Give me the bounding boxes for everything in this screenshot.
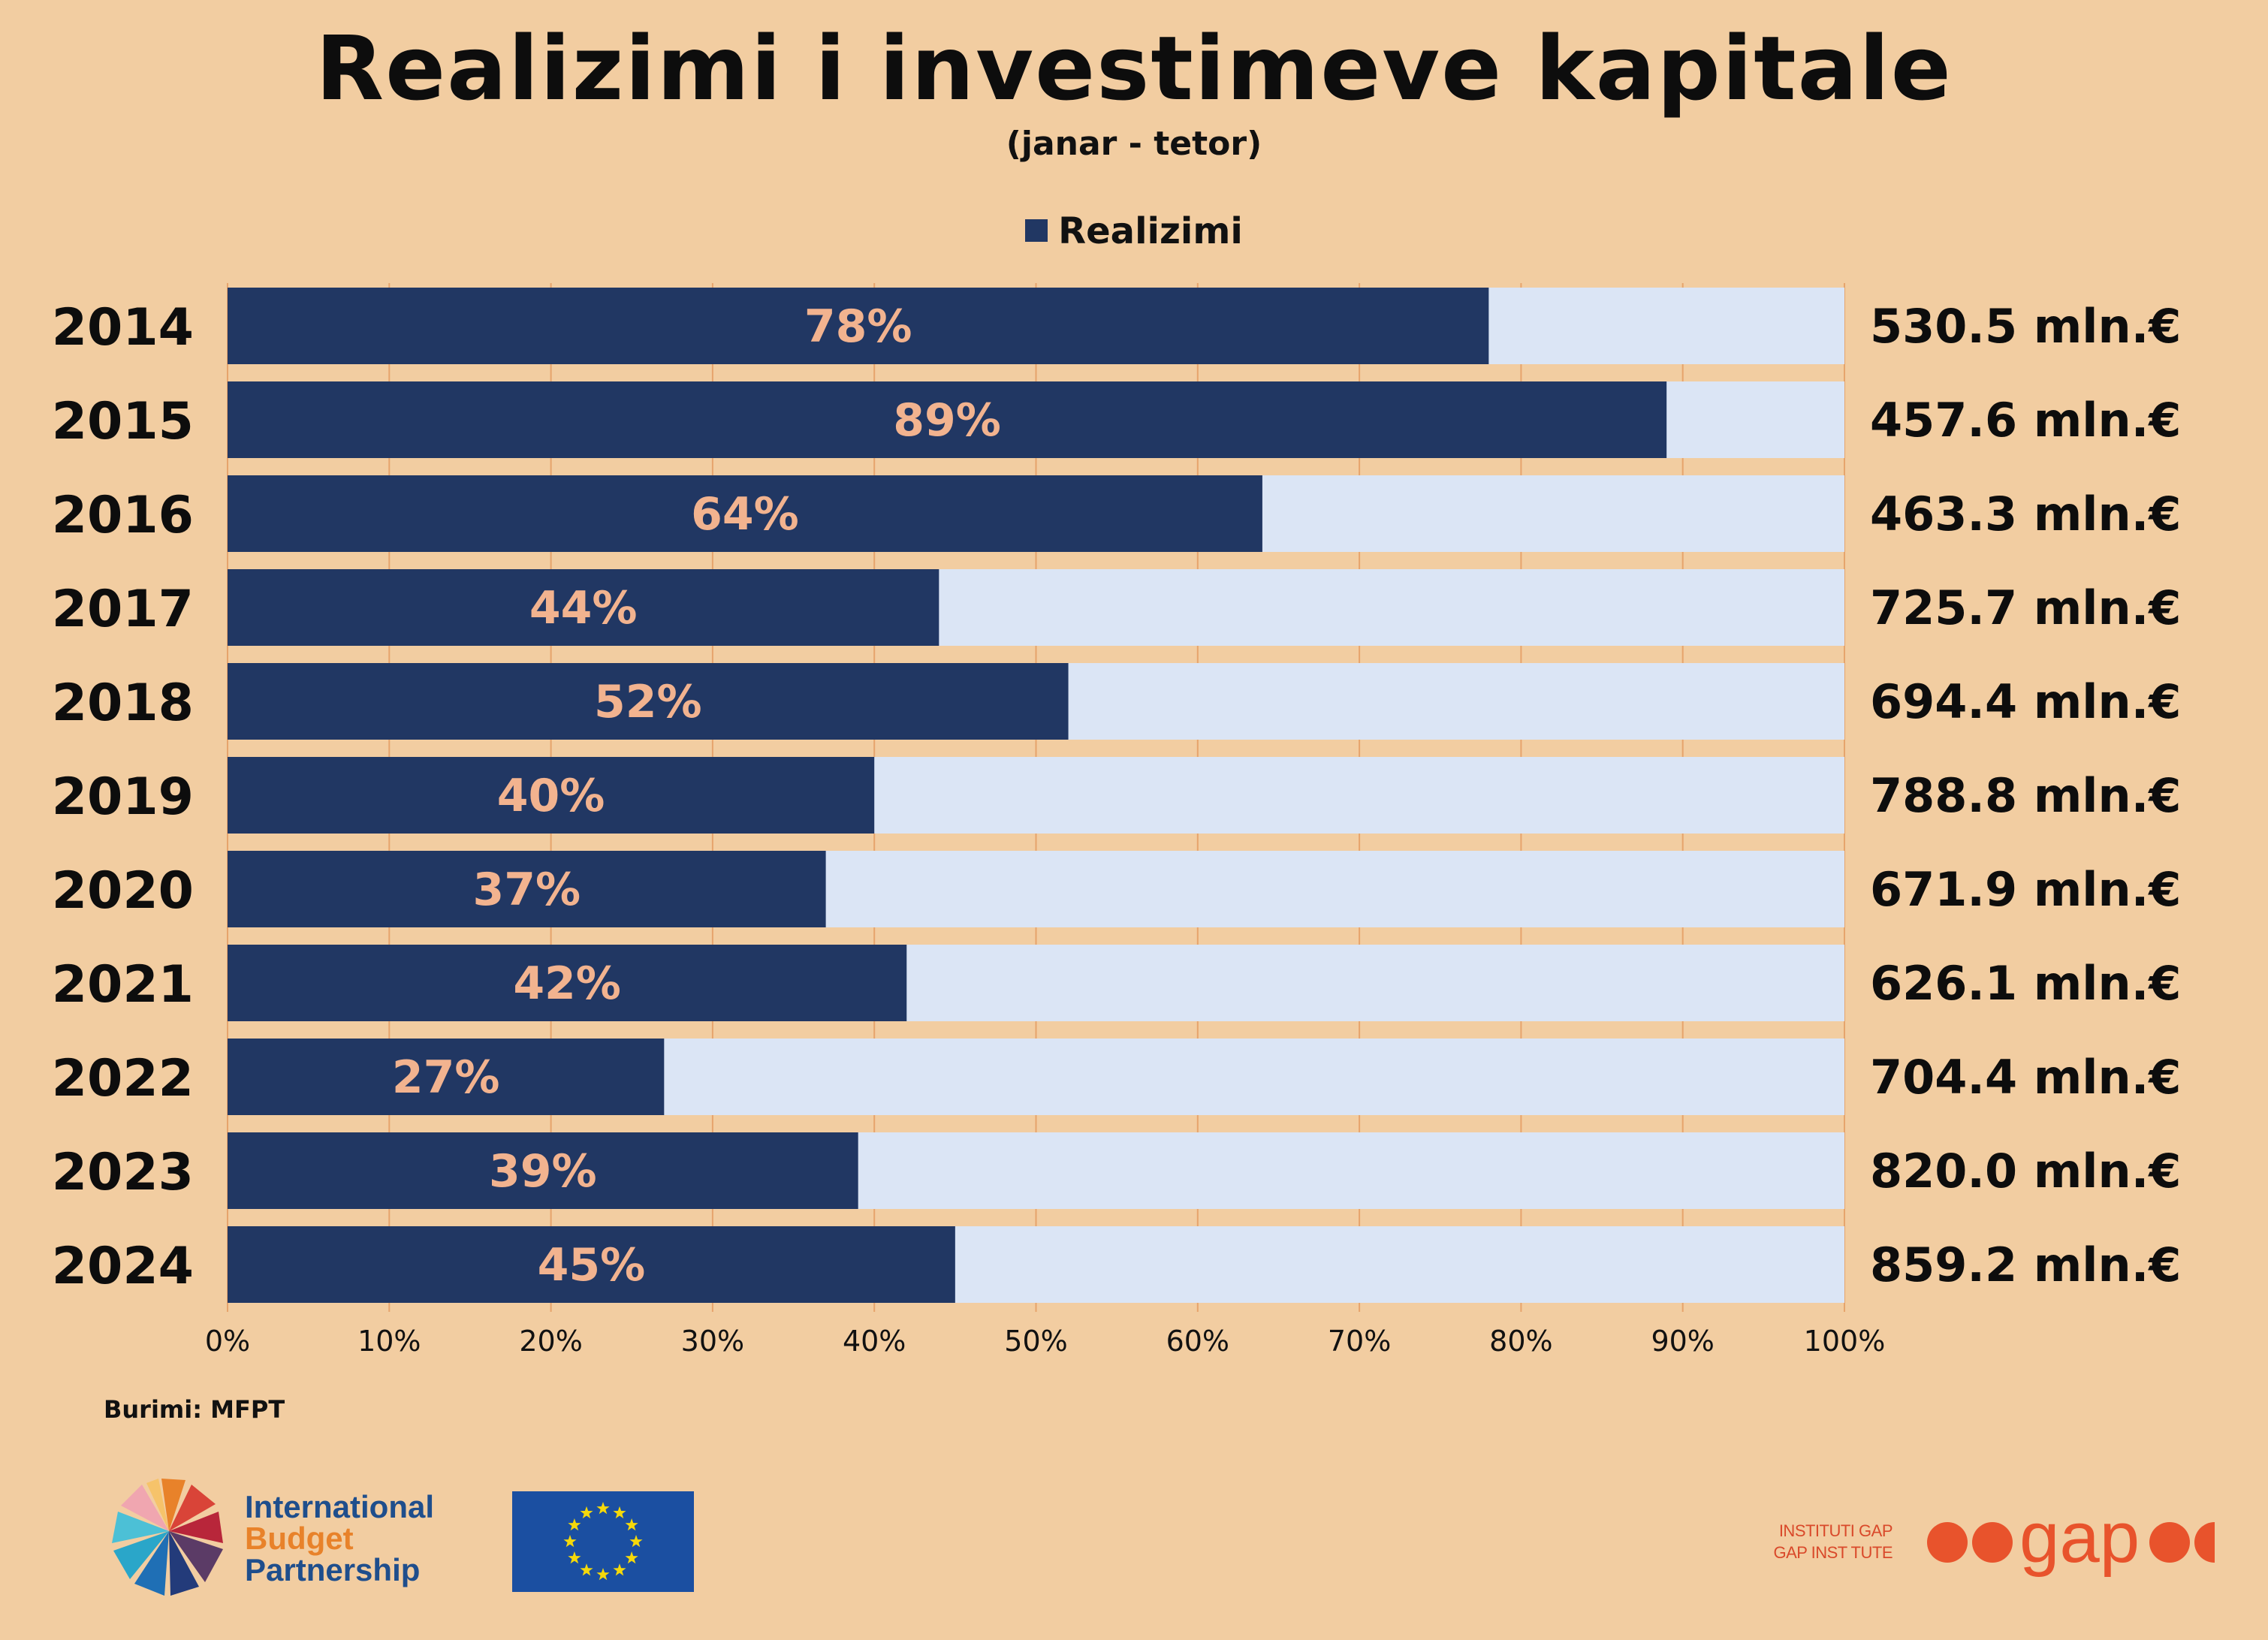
ibp-logo-icon [112,1479,223,1596]
planned-amount-label: 820.0 mln.€ [1870,1144,2181,1198]
x-tick-label: 70% [1328,1325,1391,1358]
y-category-label: 2023 [52,1143,194,1202]
bar-realized [228,1132,858,1209]
x-tick-label: 30% [681,1325,744,1358]
x-tick-label: 50% [1004,1325,1067,1358]
y-category-label: 2021 [52,955,194,1014]
planned-amount-label: 626.1 mln.€ [1870,956,2181,1011]
x-tick-label: 40% [843,1325,906,1358]
x-tick-label: 20% [519,1325,582,1358]
eu-star-icon [613,1506,626,1519]
bar-realized [228,945,907,1021]
gap-label-line1: INSTITUTI GAP [1778,1521,1893,1540]
source-note: Burimi: MFPT [104,1395,285,1424]
ibp-line1: International [245,1489,435,1524]
planned-amount-label: 694.4 mln.€ [1870,674,2181,729]
bar-value-label: 45% [538,1239,646,1292]
gap-label-line2: GAP INST TUTE [1773,1543,1893,1562]
y-category-label: 2019 [52,767,194,827]
y-category-label: 2024 [52,1237,194,1296]
ibp-line3: Partnership [245,1552,421,1587]
bar-realized [228,475,1262,552]
bar-value-label: 52% [594,676,702,728]
eu-star-icon [625,1551,638,1564]
bar-realized [228,1039,665,1115]
y-category-label: 2017 [52,580,194,639]
gap-logo-half-dot [2194,1522,2215,1563]
legend-swatch [1025,219,1048,242]
eu-flag-icon [512,1491,694,1592]
y-category-label: 2020 [52,861,194,921]
legend-label: Realizimi [1058,210,1243,252]
eu-star-icon [596,1568,610,1581]
bar-value-label: 40% [497,770,605,822]
eu-star-icon [613,1563,626,1576]
y-category-label: 2014 [52,298,194,357]
bar-value-label: 44% [529,582,638,635]
planned-amount-label: 671.9 mln.€ [1870,862,2181,917]
x-tick-label: 80% [1489,1325,1552,1358]
planned-amount-label: 457.6 mln.€ [1870,393,2181,448]
eu-star-icon [629,1535,643,1548]
planned-amount-label: 788.8 mln.€ [1870,768,2181,823]
bar-value-label: 89% [893,394,1001,447]
bar-realized [228,757,875,834]
eu-star-icon [596,1502,610,1515]
eu-star-icon [625,1518,638,1531]
bar-value-label: 78% [804,300,912,353]
chart-subtitle: (janar - tetor) [1006,125,1262,163]
gap-wordmark: gap [2019,1508,2140,1578]
bar-realized [228,1226,955,1303]
bar-value-label: 42% [513,957,621,1010]
planned-amount-label: 859.2 mln.€ [1870,1238,2181,1292]
bar-value-label: 39% [489,1145,597,1198]
planned-amount-label: 530.5 mln.€ [1870,299,2181,354]
eu-star-icon [568,1518,581,1531]
bar-value-label: 64% [691,488,799,541]
x-tick-label: 90% [1651,1325,1714,1358]
x-tick-label: 100% [1804,1325,1886,1358]
bar-realized [228,381,1667,458]
planned-amount-label: 463.3 mln.€ [1870,487,2181,541]
gap-logo: gap [1927,1508,2215,1578]
planned-amount-label: 725.7 mln.€ [1870,580,2181,635]
gap-logo-dot [1927,1522,1968,1563]
bar-realized [228,851,826,927]
gap-institute-label: INSTITUTI GAP GAP INST TUTE [1772,1520,1893,1563]
bar-value-label: 27% [392,1051,500,1104]
eu-star-icon [563,1535,577,1548]
x-tick-label: 10% [357,1325,421,1358]
eu-star-icon [568,1551,581,1564]
ibp-line2: Budget [245,1521,354,1556]
gap-logo-dot [2149,1522,2190,1563]
bar-realized [228,569,939,646]
gap-logo-dot [1972,1522,2013,1563]
eu-star-icon [580,1506,593,1519]
bar-value-label: 37% [472,864,581,916]
bar-chart: 0% 10% 20% 30% 40% 50% 60% 70% 80% 90% 100% 2014 78%… [52,283,2181,1358]
x-tick-label: 0% [205,1325,250,1358]
y-category-label: 2018 [52,674,194,733]
bar-realized [228,288,1489,364]
y-category-label: 2015 [52,392,194,451]
planned-amount-label: 704.4 mln.€ [1870,1050,2181,1105]
y-category-label: 2022 [52,1049,194,1108]
chart-title: Realizimi i investimeve kapitale [315,17,1953,120]
x-tick-label: 60% [1166,1325,1229,1358]
ibp-wordmark: International Budget Partnership [245,1491,434,1586]
bar-realized [228,663,1069,740]
eu-star-icon [580,1563,593,1576]
legend: Realizimi [0,210,2268,252]
y-category-label: 2016 [52,486,194,545]
